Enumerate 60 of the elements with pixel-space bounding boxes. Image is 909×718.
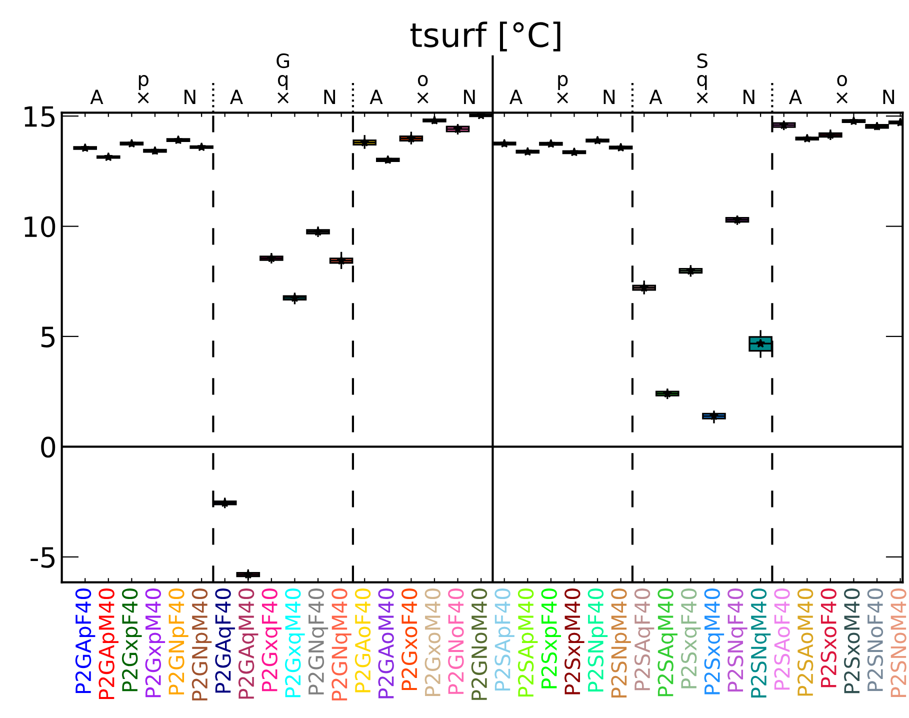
x-tick-label: P2GAqM40 [238,588,258,699]
y-tick-label: 10 [24,216,56,238]
x-tick-label: P2GxqM40 [285,588,305,698]
x-tick-label: P2SNqM40 [750,588,771,698]
text: N [883,90,894,104]
x-tick-label: P2GApM40 [98,588,118,700]
x-tick-label: P2GxpF40 [122,588,142,692]
x-tick-label: P2SxoM40 [844,588,860,694]
text: N [604,90,615,104]
x-tick-label: P2GAoF40 [354,588,371,692]
text: S q × [696,53,708,104]
text: p × [557,75,568,104]
x-tick-label: P2SAqM40 [658,588,678,696]
x-tick-label: P2GxoF40 [401,588,418,690]
text: A [230,90,243,104]
x-tick-label: P2GAqF40 [215,588,235,693]
y-tick-label: -5 [30,547,55,568]
x-tick-label: P2GxpM40 [145,588,166,698]
x-tick-label: P2SAoM40 [797,588,814,696]
x-tick-label: P2SNqF40 [728,588,748,692]
x-tick-label: P2SNoM40 [890,588,906,697]
text: o × [836,75,848,104]
x-tick-label: P2SxpF40 [541,588,562,688]
x-tick-label: P2SxqM40 [704,588,724,694]
y-tick-label: 5 [41,326,55,348]
x-tick-label: P2SxpM40 [564,588,584,694]
x-tick-label: P2SNoF40 [867,588,884,691]
text: N [464,90,475,104]
text: A [370,90,383,104]
x-tick-label: P2SAoF40 [774,588,790,690]
text: p × [138,75,149,104]
x-tick-label: P2SApF40 [494,588,514,691]
text: N [184,90,196,104]
text: N [744,90,754,104]
text: A [510,90,522,104]
x-tick-label: P2SxoF40 [820,588,836,688]
y-tick-label: 0 [41,436,56,458]
x-tick-label: P2GAoM40 [378,588,394,698]
x-tick-label: P2SxqF40 [680,588,701,688]
x-tick-label: P2GNpM40 [192,588,212,700]
x-tick-label: P2GxqF40 [262,588,282,692]
x-tick-label: P2SApM40 [518,588,538,697]
y-tick-label: 15 [24,106,55,127]
x-tick-label: P2GNoM40 [471,588,488,700]
x-tick-label: P2SAqF40 [634,588,654,690]
text: N [324,90,336,104]
text: o × [417,75,428,104]
text: A [649,90,662,104]
text: A [90,90,104,104]
x-tick-label: P2GxoM40 [424,588,441,696]
x-tick-label: P2GApF40 [75,588,96,694]
x-tick-label: P2GNqF40 [308,588,328,694]
x-tick-label: P2GNoF40 [448,588,464,694]
x-tick-label: P2GNqM40 [332,588,352,700]
text: A [788,90,802,104]
chart-title: tsurf [°C] [410,22,560,52]
text: G q × [276,53,290,104]
x-tick-label: P2GNpF40 [168,588,188,694]
x-tick-label: P2SNpM40 [611,588,631,698]
x-tick-label: P2SNpF40 [588,588,608,692]
